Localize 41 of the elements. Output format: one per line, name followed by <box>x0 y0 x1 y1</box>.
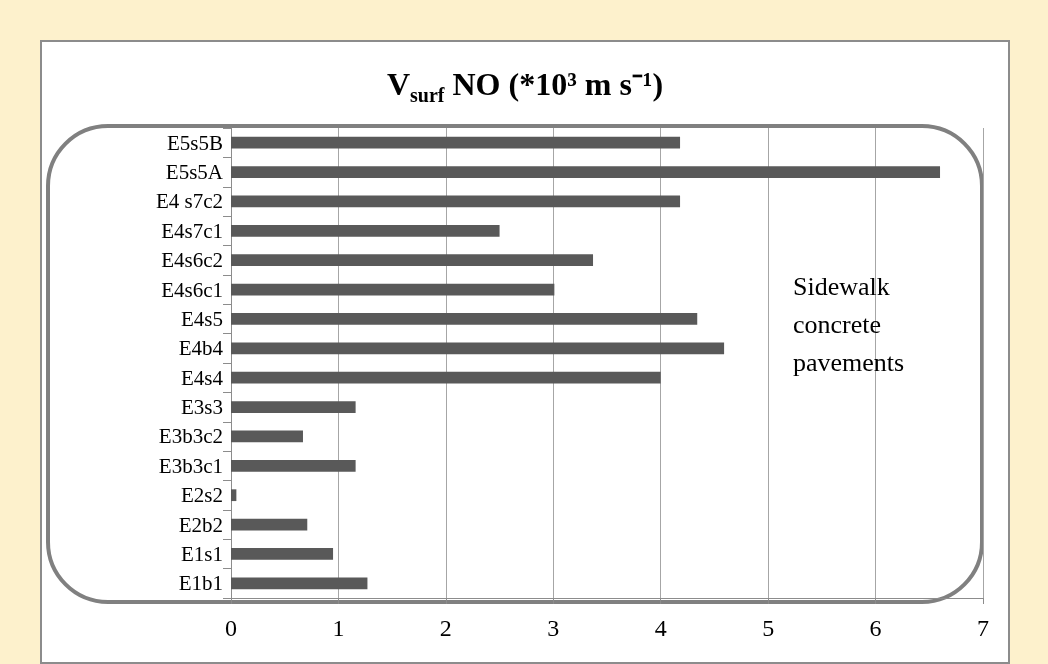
x-tick-label: 1 <box>332 615 345 641</box>
y-tick-label: E4s6c1 <box>161 277 223 302</box>
bar <box>231 342 725 355</box>
bar <box>231 459 356 472</box>
y-tick-label: E2b2 <box>178 512 223 537</box>
bar <box>231 548 334 560</box>
x-tick-label: 2 <box>439 615 452 641</box>
y-tick-label: E2s2 <box>181 483 223 508</box>
annotation: Sidewalk concrete pavements <box>793 271 905 377</box>
bar <box>231 254 594 267</box>
y-tick-label: E4s4 <box>181 365 224 390</box>
bar <box>231 166 941 178</box>
x-tick-label: 4 <box>654 615 667 641</box>
bar <box>231 224 500 237</box>
bar <box>231 371 661 384</box>
y-tick-label: E5s5B <box>166 130 223 155</box>
x-tick-label: 5 <box>762 615 775 641</box>
x-tick-label: 3 <box>547 615 560 641</box>
bar <box>231 489 237 502</box>
y-tick-label: E3s3 <box>181 395 223 420</box>
y-tick-label: E1s1 <box>181 541 223 566</box>
y-tick-label: E4s6c2 <box>161 248 223 273</box>
y-tick-label: E4b4 <box>178 336 224 361</box>
bar <box>231 401 356 413</box>
bar <box>231 430 303 443</box>
bar <box>231 518 308 531</box>
bar <box>231 136 681 149</box>
x-tick-label: 6 <box>869 615 882 641</box>
y-tick-label: E3b3c2 <box>158 424 223 449</box>
y-tick-label: E4s5 <box>181 306 223 331</box>
bar <box>231 577 368 590</box>
bar <box>231 283 555 296</box>
bar <box>231 313 698 325</box>
y-tick-label: E5s5A <box>165 160 224 185</box>
y-tick-label: E4 s7c2 <box>155 189 223 214</box>
x-tick-label: 7 <box>977 615 989 641</box>
bar <box>231 195 681 208</box>
y-tick-label: E1b1 <box>178 571 223 596</box>
y-tick-label: E4s7c1 <box>161 218 223 243</box>
x-tick-label: 0 <box>225 615 237 641</box>
y-tick-label: E3b3c1 <box>158 453 223 478</box>
